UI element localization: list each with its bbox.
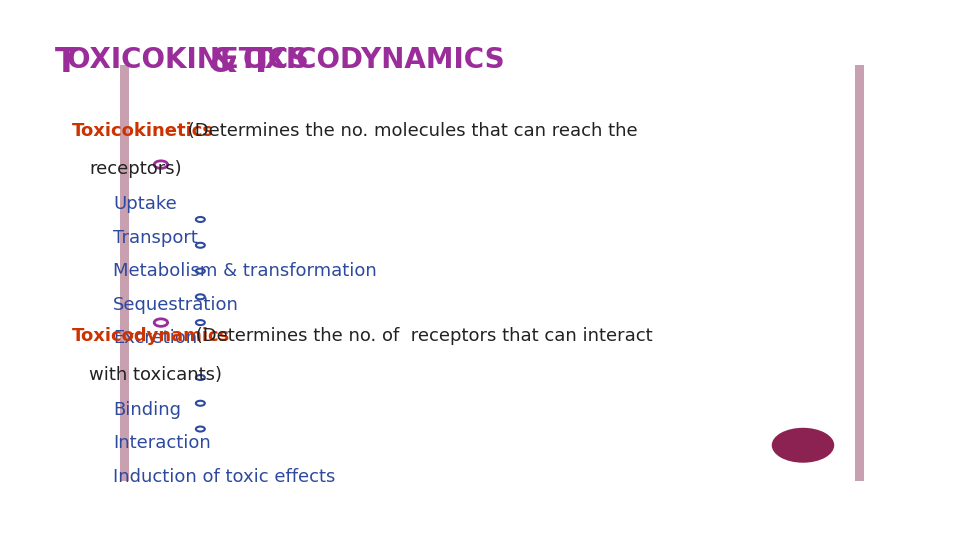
Text: (Determines the no. of  receptors that can interact: (Determines the no. of receptors that ca… — [190, 327, 653, 345]
FancyBboxPatch shape — [855, 65, 864, 481]
Text: Sequestration: Sequestration — [113, 296, 239, 314]
Text: receptors): receptors) — [89, 160, 181, 178]
Text: Metabolism & transformation: Metabolism & transformation — [113, 262, 377, 280]
FancyBboxPatch shape — [120, 65, 129, 481]
Text: Excretion: Excretion — [113, 329, 198, 347]
Text: Toxicokinetics: Toxicokinetics — [72, 122, 214, 139]
Text: Interaction: Interaction — [113, 434, 211, 452]
Text: & T: & T — [209, 46, 273, 79]
Text: Binding: Binding — [113, 401, 181, 418]
Text: Toxicodynamics: Toxicodynamics — [72, 327, 230, 345]
Text: OXICOKINETICS: OXICOKINETICS — [67, 46, 319, 74]
Text: Uptake: Uptake — [113, 195, 177, 213]
Text: Transport: Transport — [113, 229, 198, 247]
Text: OXICODYNAMICS: OXICODYNAMICS — [243, 46, 506, 74]
Text: T: T — [55, 46, 78, 79]
Text: Induction of toxic effects: Induction of toxic effects — [113, 468, 336, 485]
Text: (Determines the no. molecules that can reach the: (Determines the no. molecules that can r… — [182, 122, 638, 139]
Text: with toxicants): with toxicants) — [89, 366, 223, 383]
Circle shape — [772, 428, 834, 463]
